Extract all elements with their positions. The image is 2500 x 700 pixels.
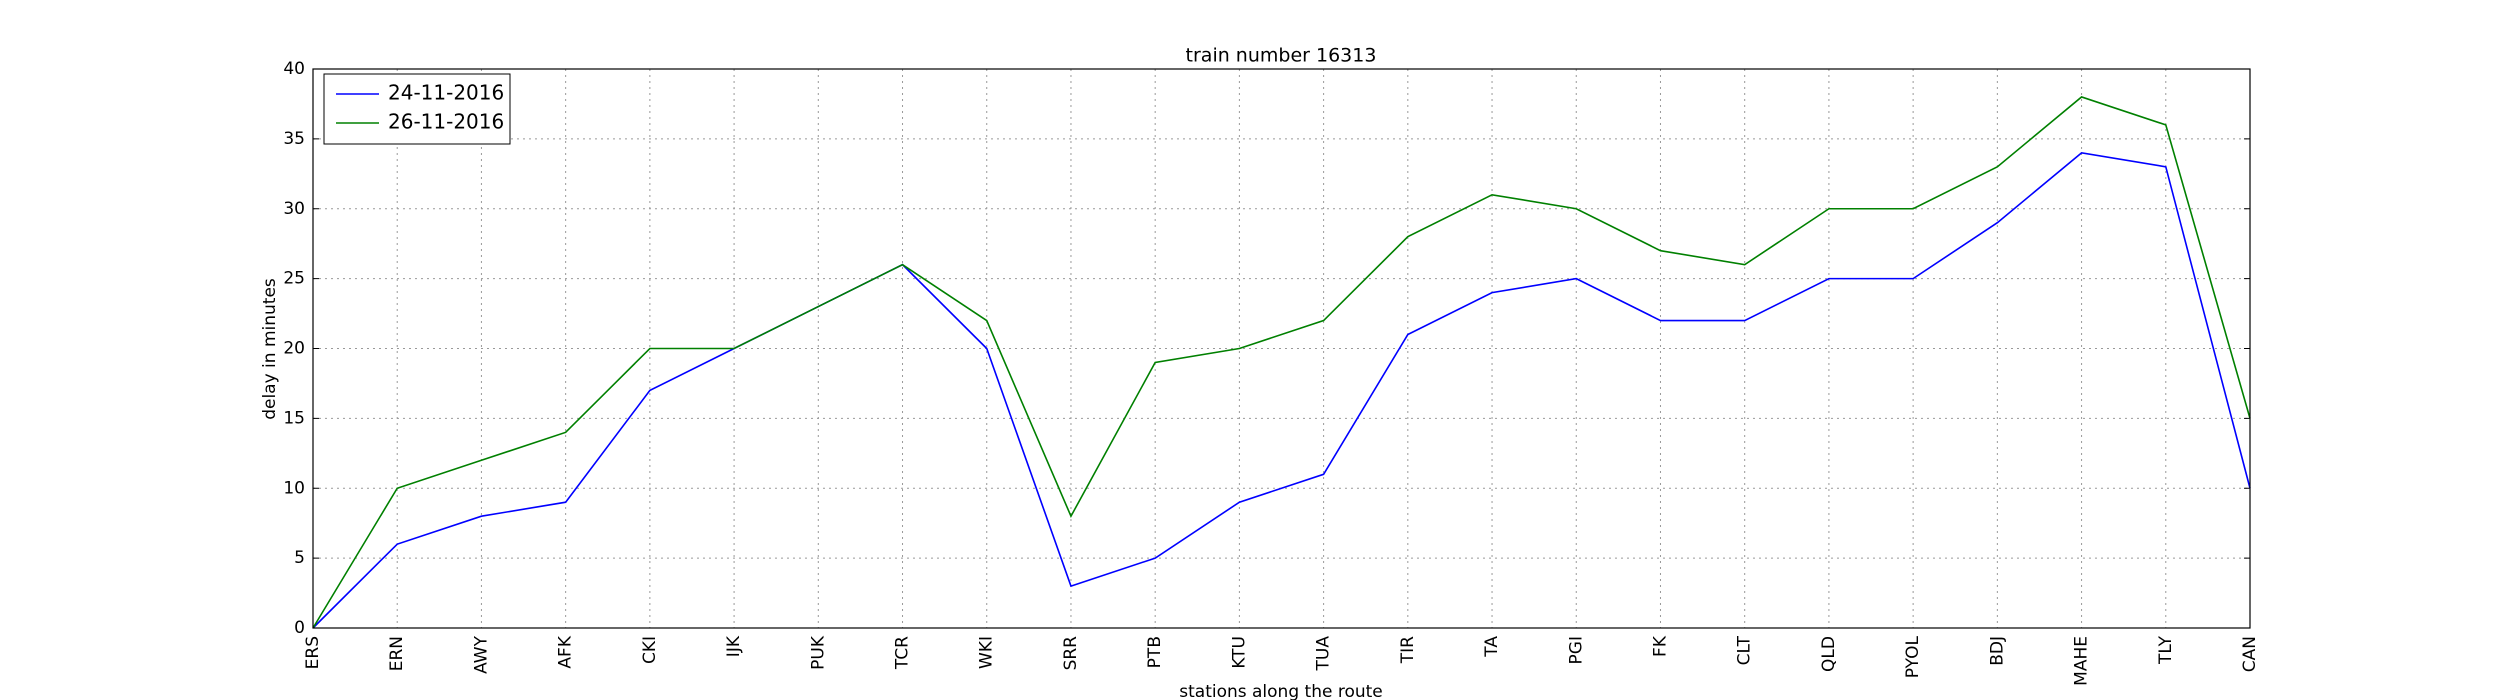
y-tick-label: 35 xyxy=(283,129,305,149)
x-tick-label: TUA xyxy=(1314,636,1334,672)
legend-label: 24-11-2016 xyxy=(388,81,504,105)
x-tick-label: MAHE xyxy=(2072,636,2092,686)
x-tick-label: TA xyxy=(1482,636,1502,658)
y-tick-label: 10 xyxy=(283,478,305,498)
x-tick-label: AFK xyxy=(556,635,576,668)
x-tick-label: PUK xyxy=(808,635,828,670)
x-tick-label: PGI xyxy=(1566,636,1586,664)
x-tick-label: CKI xyxy=(640,636,660,664)
x-tick-label: IJK xyxy=(724,635,744,657)
y-tick-label: 5 xyxy=(294,548,305,568)
x-tick-label: KTU xyxy=(1229,636,1249,669)
data-line xyxy=(312,152,2251,629)
y-axis-label: delay in minutes xyxy=(260,278,280,420)
y-tick-label: 25 xyxy=(283,269,305,289)
x-tick-label: PTB xyxy=(1145,636,1165,668)
x-tick-label: CAN xyxy=(2240,636,2260,672)
x-tick-label: WKI xyxy=(977,636,997,669)
x-tick-label: QLD xyxy=(1819,636,1839,672)
x-tick-label: TLY xyxy=(2156,635,2176,665)
y-tick-label: 15 xyxy=(283,408,305,428)
x-tick-label: CLT xyxy=(1735,635,1755,665)
x-tick-label: SRR xyxy=(1061,636,1081,671)
x-tick-label: TIR xyxy=(1398,636,1418,664)
x-tick-label: AWY xyxy=(471,635,491,674)
chart-title: train number 16313 xyxy=(1186,45,1377,67)
x-tick-label: ERN xyxy=(387,636,407,671)
x-tick-label: TCR xyxy=(893,636,913,670)
legend-box xyxy=(323,73,511,145)
x-tick-label: PYOL xyxy=(1903,635,1923,678)
x-axis-label: stations along the route xyxy=(1179,682,1383,700)
x-tick-label: ERS xyxy=(303,636,323,669)
plot-frame xyxy=(312,68,2251,629)
x-tick-label: BDJ xyxy=(1987,636,2007,666)
y-tick-label: 20 xyxy=(283,339,305,359)
x-tick-label: FK xyxy=(1650,635,1670,657)
y-tick-label: 30 xyxy=(283,199,305,219)
data-line xyxy=(312,96,2251,629)
y-tick-label: 0 xyxy=(294,618,305,638)
legend-label: 26-11-2016 xyxy=(388,110,504,134)
y-tick-label: 40 xyxy=(283,59,305,79)
